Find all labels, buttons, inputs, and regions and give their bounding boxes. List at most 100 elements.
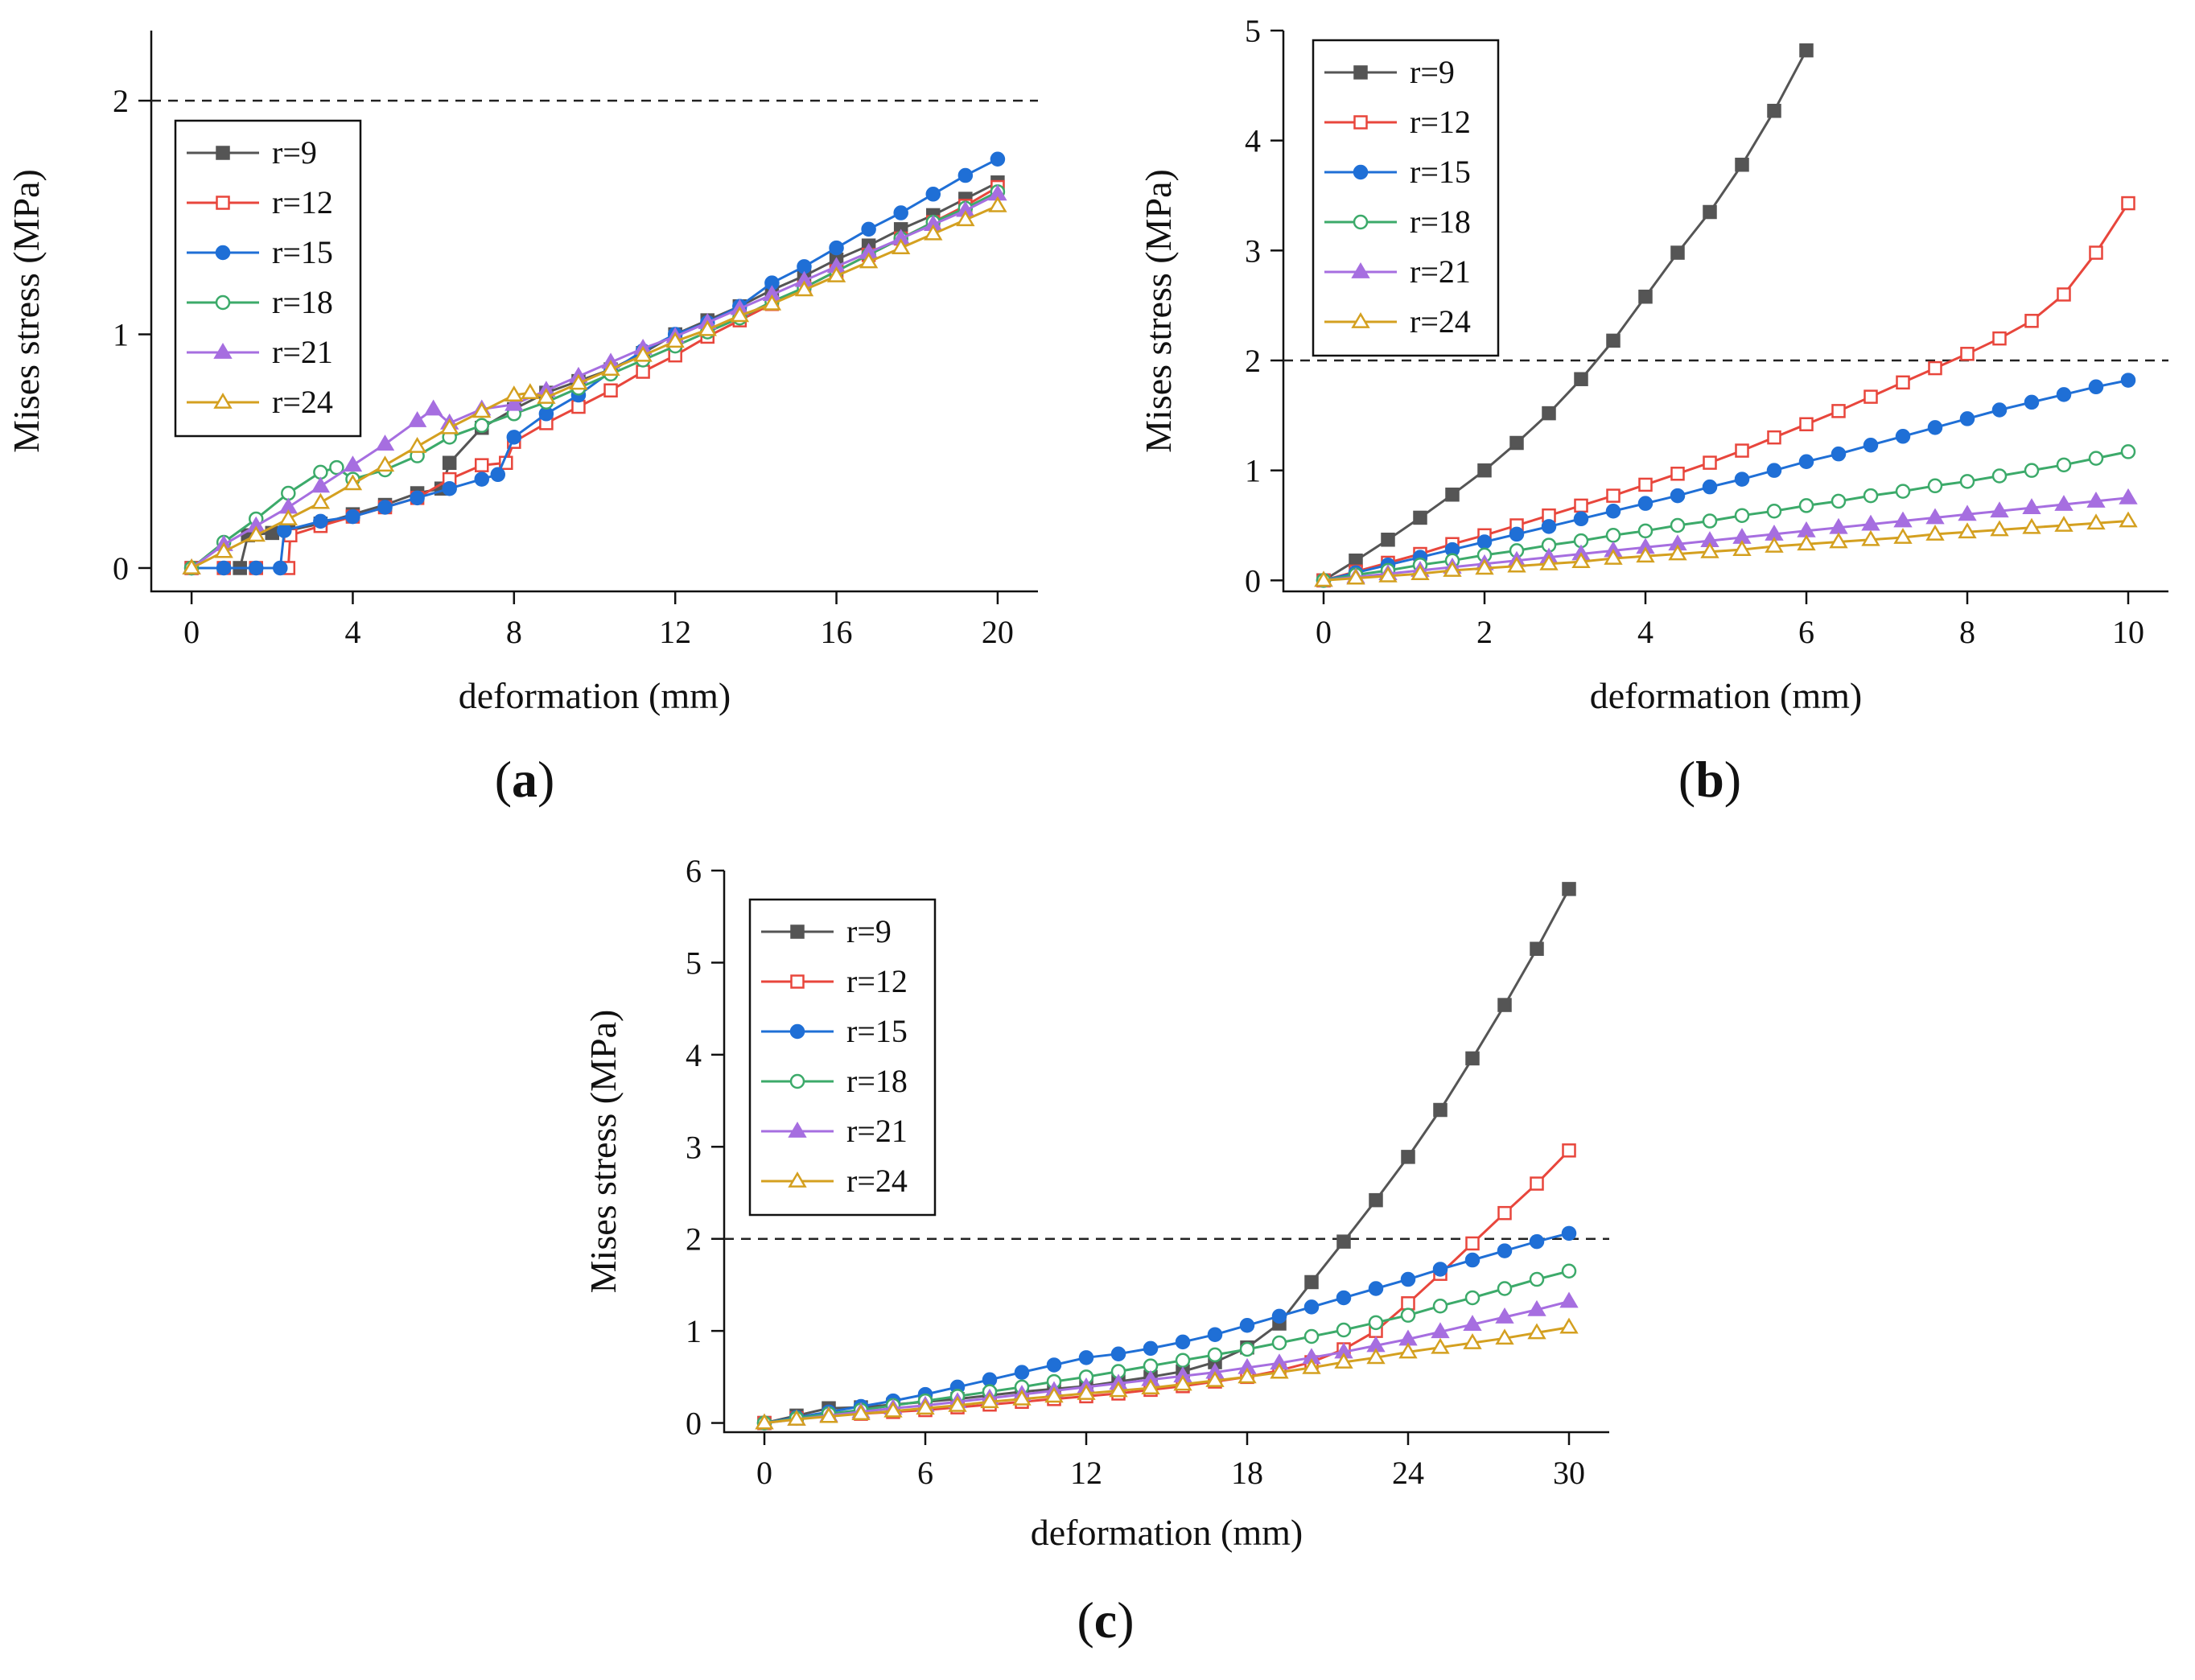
panel-b-data-point [1767,104,1781,118]
panel-a-legend-label: r=12 [272,184,333,220]
panel-b-legend-box [1312,39,1500,357]
panel-a-data-point [603,383,618,397]
panel-b-data-point [1990,501,2009,518]
panel-c-data-point [1530,941,1544,957]
panel-c-data-point [1143,1340,1159,1357]
panel-b-data-point [2121,196,2135,211]
panel-b-data-point [2088,379,2104,395]
panel-b-data-point [1960,347,1975,361]
panel-b-data-point [1604,549,1623,565]
panel-b-data-point [1991,468,2008,484]
panel-b-data-point [1927,478,1943,494]
panel-b-legend-marker [1353,214,1369,230]
panel-c-data-point [1530,1176,1544,1191]
panel-c-legend-label: r=18 [846,1063,908,1099]
panel-c-data-point [1239,1341,1255,1357]
panel-c-data-point [755,1413,774,1430]
panel-a-data-point [273,560,288,576]
panel-c-x-tick-label: 18 [1231,1455,1263,1491]
panel-b-y-tick-label: 3 [1245,233,1261,269]
panel-b-legend-marker [1353,65,1368,80]
panel-a-data-point [504,385,524,401]
panel-a-data-point [957,167,974,183]
panel-c-legend-label: r=9 [846,913,892,949]
panel-b-data-point [1959,411,1975,426]
panel-a-label: (a) [495,751,555,808]
panel-b: 0 2 4 6 8 10 0 1 2 3 4 5 deformation (mm) Mises stres… [1138,13,2168,808]
panel-a-data-point [633,345,653,362]
panel-a-data-point [990,151,1006,167]
panel-b-legend-marker [1353,164,1369,180]
panel-a-data-point [956,210,975,227]
panel-c-data-point [1366,1348,1386,1365]
panel-b-data-point [1381,533,1395,547]
panel-b-data-point [1734,508,1750,523]
panel-c-data-point [1432,1298,1448,1314]
panel-a-data-point [377,500,393,515]
panel-a-data-point [762,294,782,311]
panel-c-data-point [1463,1333,1482,1349]
panel-c-legend-marker [788,1122,807,1138]
panel-c-data-point [1012,1389,1032,1406]
panel-c-data-point [1336,1234,1351,1249]
panel-b-data-point [1893,511,1913,528]
panel-c-data-point [1433,1102,1448,1118]
panel-b-legend-marker [1351,312,1370,328]
panel-b-data-point [1732,540,1752,556]
panel-a-series-line [191,158,999,570]
panel-b-data-point [1893,528,1913,544]
panel-c-x-tick-label: 6 [917,1455,933,1491]
panel-c-data-point [1559,1317,1579,1334]
panel-b-data-point [1829,532,1848,549]
panel-c-data-point [1369,1192,1383,1208]
panel-b-data-point [2024,314,2039,328]
panel-b-data-point [1992,331,2007,346]
panel-a-legend-marker [213,343,233,359]
panel-c-data-point [1238,1367,1257,1384]
panel-c-legend-label: r=12 [846,963,908,999]
panel-c-data-point [1109,1381,1128,1398]
panel-c-data-point [1562,1143,1576,1158]
panel-c-data-point [1497,998,1512,1012]
panel-c-data-point [1398,1342,1418,1359]
panel-a-data-point [214,541,233,558]
panel-a-data-point [925,187,941,202]
panel-b-legend-label: r=15 [1410,154,1471,190]
panel-b-data-point [2024,394,2040,410]
panel-c-y-tick-label: 1 [686,1313,702,1349]
panel-c-data-point [1529,1233,1545,1250]
panel-c-series-line [764,1232,1570,1425]
panel-a-data-point [216,560,232,576]
panel-a-data-point [829,240,844,256]
panel-a-data-point [504,394,524,411]
panel-b-data-point [1574,498,1588,513]
panel-c-data-point [851,1404,871,1421]
panel-c-data-point [1368,1315,1384,1331]
panel-c-data-point [1401,1296,1415,1311]
panel-b-data-point [1539,554,1559,570]
panel-a-data-point [442,455,457,471]
panel-a-data-point [311,476,331,493]
panel-a-x-tick-label: 12 [659,614,691,650]
panel-a-x-tick-label: 16 [821,614,853,650]
panel-c-y-axis-label: Mises stress (MPa) [583,1010,624,1294]
panel-b-data-point [1735,157,1749,172]
panel-c-data-point [1497,1243,1513,1258]
panel-b-data-point [1765,537,1784,553]
panel-c-data-point [1401,1150,1415,1164]
panel-a-legend-marker [215,294,231,311]
panel-b-axes [1282,31,2168,593]
panel-c-data-point [1400,1271,1416,1287]
panel-a-data-point [343,455,363,472]
panel-b-data-point [1959,474,1975,489]
panel-b-data-point [1668,544,1687,561]
panel-a-data-point [442,480,457,496]
panel-a-data-point [343,474,363,491]
panel-c-x-tick-label: 12 [1070,1455,1102,1491]
panel-b-data-point [1605,528,1621,543]
panel-b-y-tick-label: 0 [1245,562,1261,599]
panel-c-data-point [1173,1374,1192,1391]
